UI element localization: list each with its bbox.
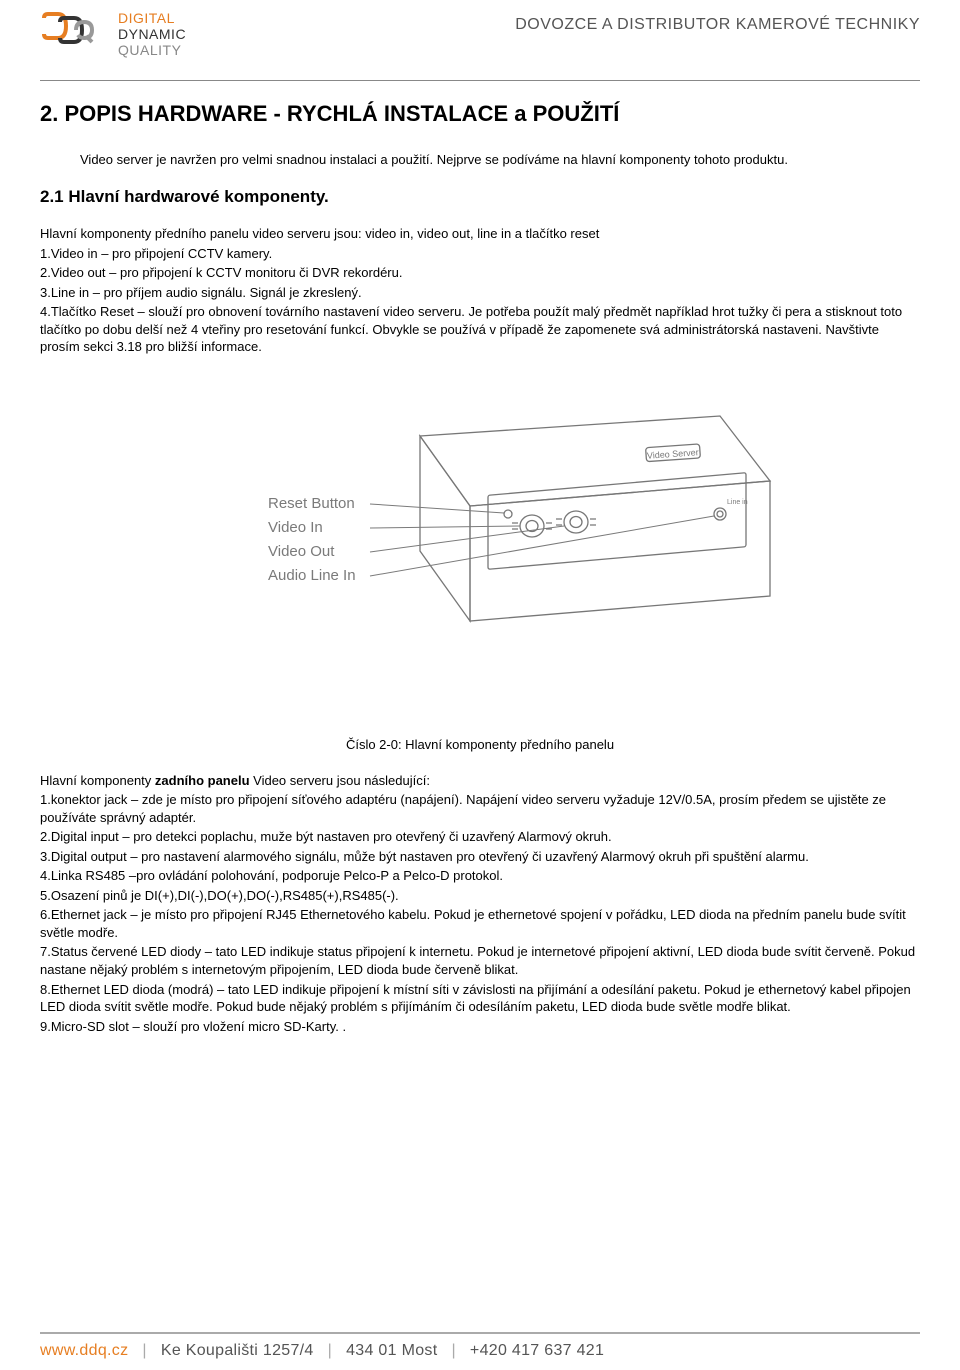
- logo-word-2: DYNAMIC: [118, 26, 186, 42]
- page-footer: www.ddq.cz | Ke Koupališti 1257/4 | 434 …: [40, 1332, 920, 1362]
- diagram-caption: Číslo 2-0: Hlavní komponenty předního pa…: [40, 736, 920, 754]
- back-intro-prefix: Hlavní komponenty: [40, 773, 155, 788]
- subsection-title: 2.1 Hlavní hardwarové komponenty.: [40, 186, 920, 209]
- footer-sep-icon: |: [142, 1340, 146, 1362]
- back-panel-intro: Hlavní komponenty zadního panelu Video s…: [40, 772, 920, 790]
- footer-sep-icon: |: [451, 1340, 455, 1362]
- logo-text: DIGITAL DYNAMIC QUALITY: [118, 10, 186, 58]
- svg-text:Line in: Line in: [727, 499, 748, 506]
- page-header: DIGITAL DYNAMIC QUALITY DOVOZCE A DISTRI…: [0, 0, 960, 80]
- logo-word-1: DIGITAL: [118, 10, 186, 26]
- footer-phone: +420 417 637 421: [470, 1340, 604, 1362]
- back-item-9: 9.Micro-SD slot – slouží pro vložení mic…: [40, 1018, 920, 1036]
- back-item-8: 8.Ethernet LED dioda (modrá) – tato LED …: [40, 981, 920, 1016]
- front-item-3: 3.Line in – pro příjem audio signálu. Si…: [40, 284, 920, 302]
- footer-domain: www.ddq.cz: [40, 1340, 128, 1362]
- footer-address: Ke Koupališti 1257/4: [161, 1340, 314, 1362]
- front-item-1: 1.Video in – pro připojení CCTV kamery.: [40, 245, 920, 263]
- front-panel-intro: Hlavní komponenty předního panelu video …: [40, 225, 920, 243]
- back-item-2: 2.Digital input – pro detekci poplachu, …: [40, 828, 920, 846]
- logo-word-3: QUALITY: [118, 42, 186, 58]
- section-intro: Video server je navržen pro velmi snadno…: [80, 151, 920, 169]
- front-item-2: 2.Video out – pro připojení k CCTV monit…: [40, 264, 920, 282]
- back-item-1: 1.konektor jack – zde je místo pro připo…: [40, 791, 920, 826]
- back-item-3: 3.Digital output – pro nastavení alarmov…: [40, 848, 920, 866]
- back-item-6: 6.Ethernet jack – je místo pro připojení…: [40, 906, 920, 941]
- back-item-5: 5.Osazení pinů je DI(+),DI(-),DO(+),DO(-…: [40, 887, 920, 905]
- page-content: 2. POPIS HARDWARE - RYCHLÁ INSTALACE a P…: [0, 99, 960, 1035]
- header-divider: [40, 80, 920, 81]
- diagram-callout-video-in: Video In: [268, 519, 323, 536]
- back-item-7: 7.Status červené LED diody – tato LED in…: [40, 943, 920, 978]
- back-item-4: 4.Linka RS485 –pro ovládání polohování, …: [40, 867, 920, 885]
- diagram-callout-audio: Audio Line In: [268, 567, 356, 584]
- diagram-callout-reset: Reset Button: [268, 495, 355, 512]
- footer-postal: 434 01 Most: [346, 1340, 437, 1362]
- header-tagline: DOVOZCE A DISTRIBUTOR KAMEROVÉ TECHNIKY: [515, 10, 920, 36]
- logo-block: DIGITAL DYNAMIC QUALITY: [40, 10, 186, 58]
- section-title: 2. POPIS HARDWARE - RYCHLÁ INSTALACE a P…: [40, 99, 920, 129]
- footer-sep-icon: |: [328, 1340, 332, 1362]
- diagram-callout-video-out: Video Out: [268, 543, 335, 560]
- front-panel-diagram: Video Server Line in Reset Button Video …: [160, 386, 800, 706]
- ddq-logo-icon: [40, 10, 110, 58]
- back-intro-suffix: Video serveru jsou následující:: [250, 773, 430, 788]
- back-intro-bold: zadního panelu: [155, 773, 250, 788]
- front-item-4: 4.Tlačítko Reset – slouží pro obnovení t…: [40, 303, 920, 356]
